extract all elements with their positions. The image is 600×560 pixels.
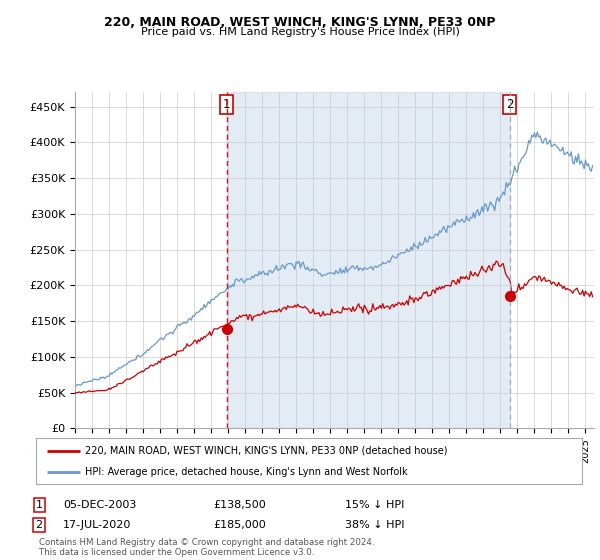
Text: 1: 1 [35,500,43,510]
Text: 1: 1 [223,98,230,111]
Text: 2: 2 [506,98,514,111]
Text: HPI: Average price, detached house, King's Lynn and West Norfolk: HPI: Average price, detached house, King… [85,467,408,477]
Text: Price paid vs. HM Land Registry's House Price Index (HPI): Price paid vs. HM Land Registry's House … [140,27,460,37]
Text: 220, MAIN ROAD, WEST WINCH, KING'S LYNN, PE33 0NP (detached house): 220, MAIN ROAD, WEST WINCH, KING'S LYNN,… [85,446,448,456]
Text: 17-JUL-2020: 17-JUL-2020 [63,520,131,530]
Bar [227,92,509,428]
Text: £138,500: £138,500 [213,500,266,510]
Text: 38% ↓ HPI: 38% ↓ HPI [345,520,404,530]
Text: 05-DEC-2003: 05-DEC-2003 [63,500,136,510]
Text: Contains HM Land Registry data © Crown copyright and database right 2024.
This d: Contains HM Land Registry data © Crown c… [39,538,374,557]
Text: 220, MAIN ROAD, WEST WINCH, KING'S LYNN, PE33 0NP: 220, MAIN ROAD, WEST WINCH, KING'S LYNN,… [104,16,496,29]
Text: 2: 2 [35,520,43,530]
Text: £185,000: £185,000 [213,520,266,530]
Text: 15% ↓ HPI: 15% ↓ HPI [345,500,404,510]
